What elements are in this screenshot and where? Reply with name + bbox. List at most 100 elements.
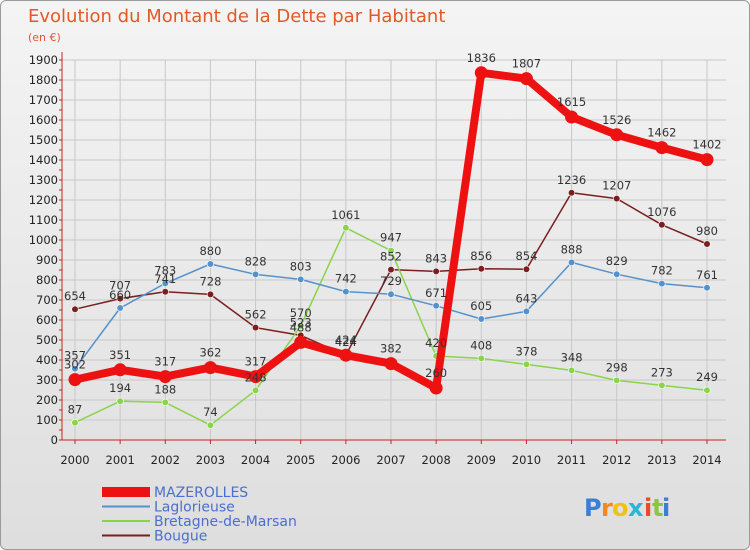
- chart-title: Evolution du Montant de la Dette par Hab…: [28, 6, 445, 27]
- data-point: [161, 288, 169, 296]
- data-label: 829: [606, 254, 628, 268]
- data-label: 74: [203, 405, 218, 419]
- data-point: [655, 141, 669, 155]
- data-label: 351: [109, 348, 131, 362]
- x-tick-label: 2011: [557, 453, 586, 467]
- data-point: [477, 265, 485, 273]
- data-label: 362: [199, 346, 221, 360]
- data-point: [387, 290, 395, 298]
- data-label: 382: [380, 342, 402, 356]
- y-tick-label: 1700: [29, 93, 58, 107]
- data-point: [522, 265, 531, 273]
- data-point: [203, 361, 217, 375]
- data-point: [567, 258, 576, 267]
- data-label: 378: [515, 344, 537, 358]
- data-label: 660: [109, 288, 131, 302]
- data-label: 562: [245, 308, 267, 322]
- y-tick-label: 700: [36, 293, 58, 307]
- y-tick-label: 300: [36, 373, 58, 387]
- data-point: [477, 354, 485, 363]
- data-label: 249: [696, 370, 718, 384]
- data-label: 260: [425, 366, 447, 380]
- data-point: [297, 275, 305, 284]
- data-label: 87: [68, 403, 83, 417]
- y-tick-label: 200: [36, 393, 58, 407]
- y-tick-label: 500: [36, 333, 58, 347]
- data-label: 643: [515, 291, 537, 305]
- data-point: [251, 324, 260, 332]
- data-label: 1207: [602, 179, 631, 193]
- data-label: 1526: [602, 113, 631, 127]
- data-label: 707: [109, 279, 131, 293]
- data-label: 729: [380, 274, 402, 288]
- data-point: [251, 386, 260, 395]
- data-point: [477, 315, 485, 323]
- data-point: [658, 280, 666, 288]
- data-point: [522, 360, 531, 369]
- data-label: 1402: [692, 138, 721, 152]
- axes: 0 100 200 300 400 500 600 700 800 900 1000 1100 1200…: [29, 52, 726, 467]
- data-label: 1462: [647, 126, 676, 140]
- x-tick-label: 2010: [512, 453, 541, 467]
- data-label: 782: [651, 264, 673, 278]
- data-point: [342, 288, 350, 296]
- data-label: 854: [515, 249, 537, 263]
- data-point: [206, 260, 215, 268]
- data-label: 408: [470, 338, 492, 352]
- logo-letter: x: [628, 494, 644, 522]
- y-tick-label: 1200: [29, 193, 58, 207]
- logo-letter: P: [584, 494, 602, 522]
- logo-letter: r: [601, 494, 613, 522]
- series-bretagne-de-marsan: [71, 224, 711, 429]
- y-tick-label: 1400: [29, 153, 58, 167]
- x-tick-label: 2003: [196, 453, 225, 467]
- x-tick-label: 2014: [692, 453, 721, 467]
- data-label: 248: [245, 370, 267, 384]
- data-point: [387, 266, 395, 274]
- x-tick-label: 2012: [602, 453, 631, 467]
- data-label: 1807: [512, 57, 541, 71]
- y-tick-label: 1900: [29, 53, 58, 67]
- data-label: 843: [425, 251, 447, 265]
- data-point: [342, 224, 350, 232]
- x-tick-label: 2007: [376, 453, 405, 467]
- data-label: 357: [64, 349, 86, 363]
- data-point: [658, 221, 666, 229]
- data-point: [567, 189, 576, 197]
- data-label: 1236: [557, 173, 586, 187]
- legend-label: Laglorieuse: [154, 500, 235, 516]
- y-tick-label: 1500: [29, 133, 58, 147]
- x-tick-label: 2006: [331, 453, 360, 467]
- x-tick-label: 2001: [106, 453, 135, 467]
- y-tick-label: 1600: [29, 113, 58, 127]
- data-label: 298: [606, 360, 628, 374]
- data-label: 188: [154, 382, 176, 396]
- y-tick-label: 400: [36, 353, 58, 367]
- data-label: 671: [425, 286, 447, 300]
- data-point: [700, 153, 714, 167]
- unit-label: (en €): [28, 31, 61, 44]
- data-point: [116, 397, 124, 405]
- data-label: 761: [696, 268, 718, 282]
- data-label: 852: [380, 250, 402, 264]
- data-label: 317: [245, 355, 267, 369]
- data-label: 783: [154, 263, 176, 277]
- data-label: 980: [696, 224, 718, 238]
- series-layer: [68, 66, 714, 429]
- data-point: [116, 295, 124, 303]
- logo-letter: i: [644, 494, 652, 522]
- data-point: [206, 290, 215, 299]
- data-label: 488: [290, 320, 312, 334]
- data-point: [474, 66, 488, 80]
- legend-label: MAZEROLLES: [154, 485, 248, 501]
- data-labels: 654 707 741 728 562 523 424 852 843 856 854 1236 120…: [64, 51, 722, 419]
- data-point: [658, 381, 666, 390]
- data-label: 728: [199, 274, 221, 288]
- data-label: 1615: [557, 95, 586, 109]
- y-tick-label: 900: [36, 253, 58, 267]
- data-label: 947: [380, 231, 402, 245]
- data-point: [116, 304, 124, 312]
- y-tick-label: 0: [51, 433, 58, 447]
- data-label: 317: [154, 355, 176, 369]
- data-point: [429, 381, 443, 395]
